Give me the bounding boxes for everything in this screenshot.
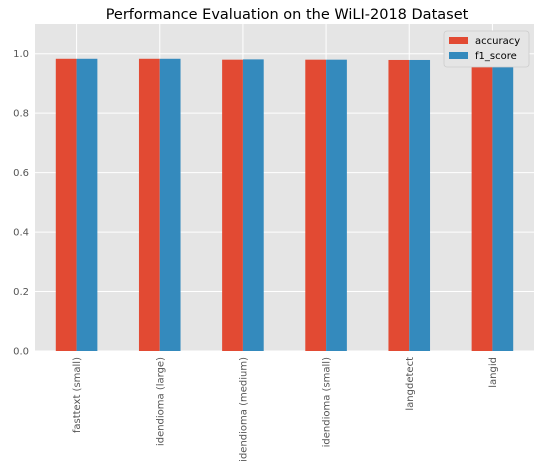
bar-f1-score <box>492 63 514 352</box>
bar-accuracy <box>471 63 493 352</box>
x-tick-label: idendioma (medium) <box>238 357 249 462</box>
y-tick-label: 0.8 <box>13 109 29 120</box>
y-axis: 0.0 0.2 0.4 0.6 0.8 1.0 <box>13 49 29 357</box>
legend-swatch <box>449 52 468 59</box>
x-tick-label: idendioma (large) <box>155 357 166 446</box>
x-tick-label: fasttext (small) <box>72 357 83 433</box>
y-tick-label: 0.0 <box>13 347 29 358</box>
legend-swatch <box>449 37 468 44</box>
bar-accuracy <box>388 59 410 351</box>
plot-area <box>35 24 534 351</box>
bars <box>55 58 514 352</box>
legend: accuracy f1_score <box>443 30 530 68</box>
bar-f1-score <box>409 59 431 351</box>
y-tick-label: 0.2 <box>13 287 29 298</box>
y-tick-label: 0.6 <box>13 168 29 179</box>
bar-accuracy <box>305 59 327 351</box>
bar-f1-score <box>159 58 181 351</box>
x-tick-label: idendioma (small) <box>322 357 333 447</box>
legend-label: f1_score <box>475 51 517 62</box>
x-tick-label: langid <box>488 357 499 388</box>
bar-f1-score <box>326 59 347 351</box>
x-axis: fasttext (small) idendioma (large) idendio… <box>72 357 499 462</box>
bar-accuracy <box>55 58 77 351</box>
chart-title: Performance Evaluation on the WiLI-2018 … <box>106 7 469 23</box>
bar-accuracy <box>138 58 160 351</box>
bar-f1-score <box>76 58 98 351</box>
x-tick-label: langdetect <box>405 357 416 411</box>
y-tick-label: 1.0 <box>13 49 29 60</box>
bar-accuracy <box>222 59 243 351</box>
y-tick-label: 0.4 <box>13 228 29 239</box>
bar-f1-score <box>242 59 264 351</box>
legend-label: accuracy <box>475 36 520 47</box>
